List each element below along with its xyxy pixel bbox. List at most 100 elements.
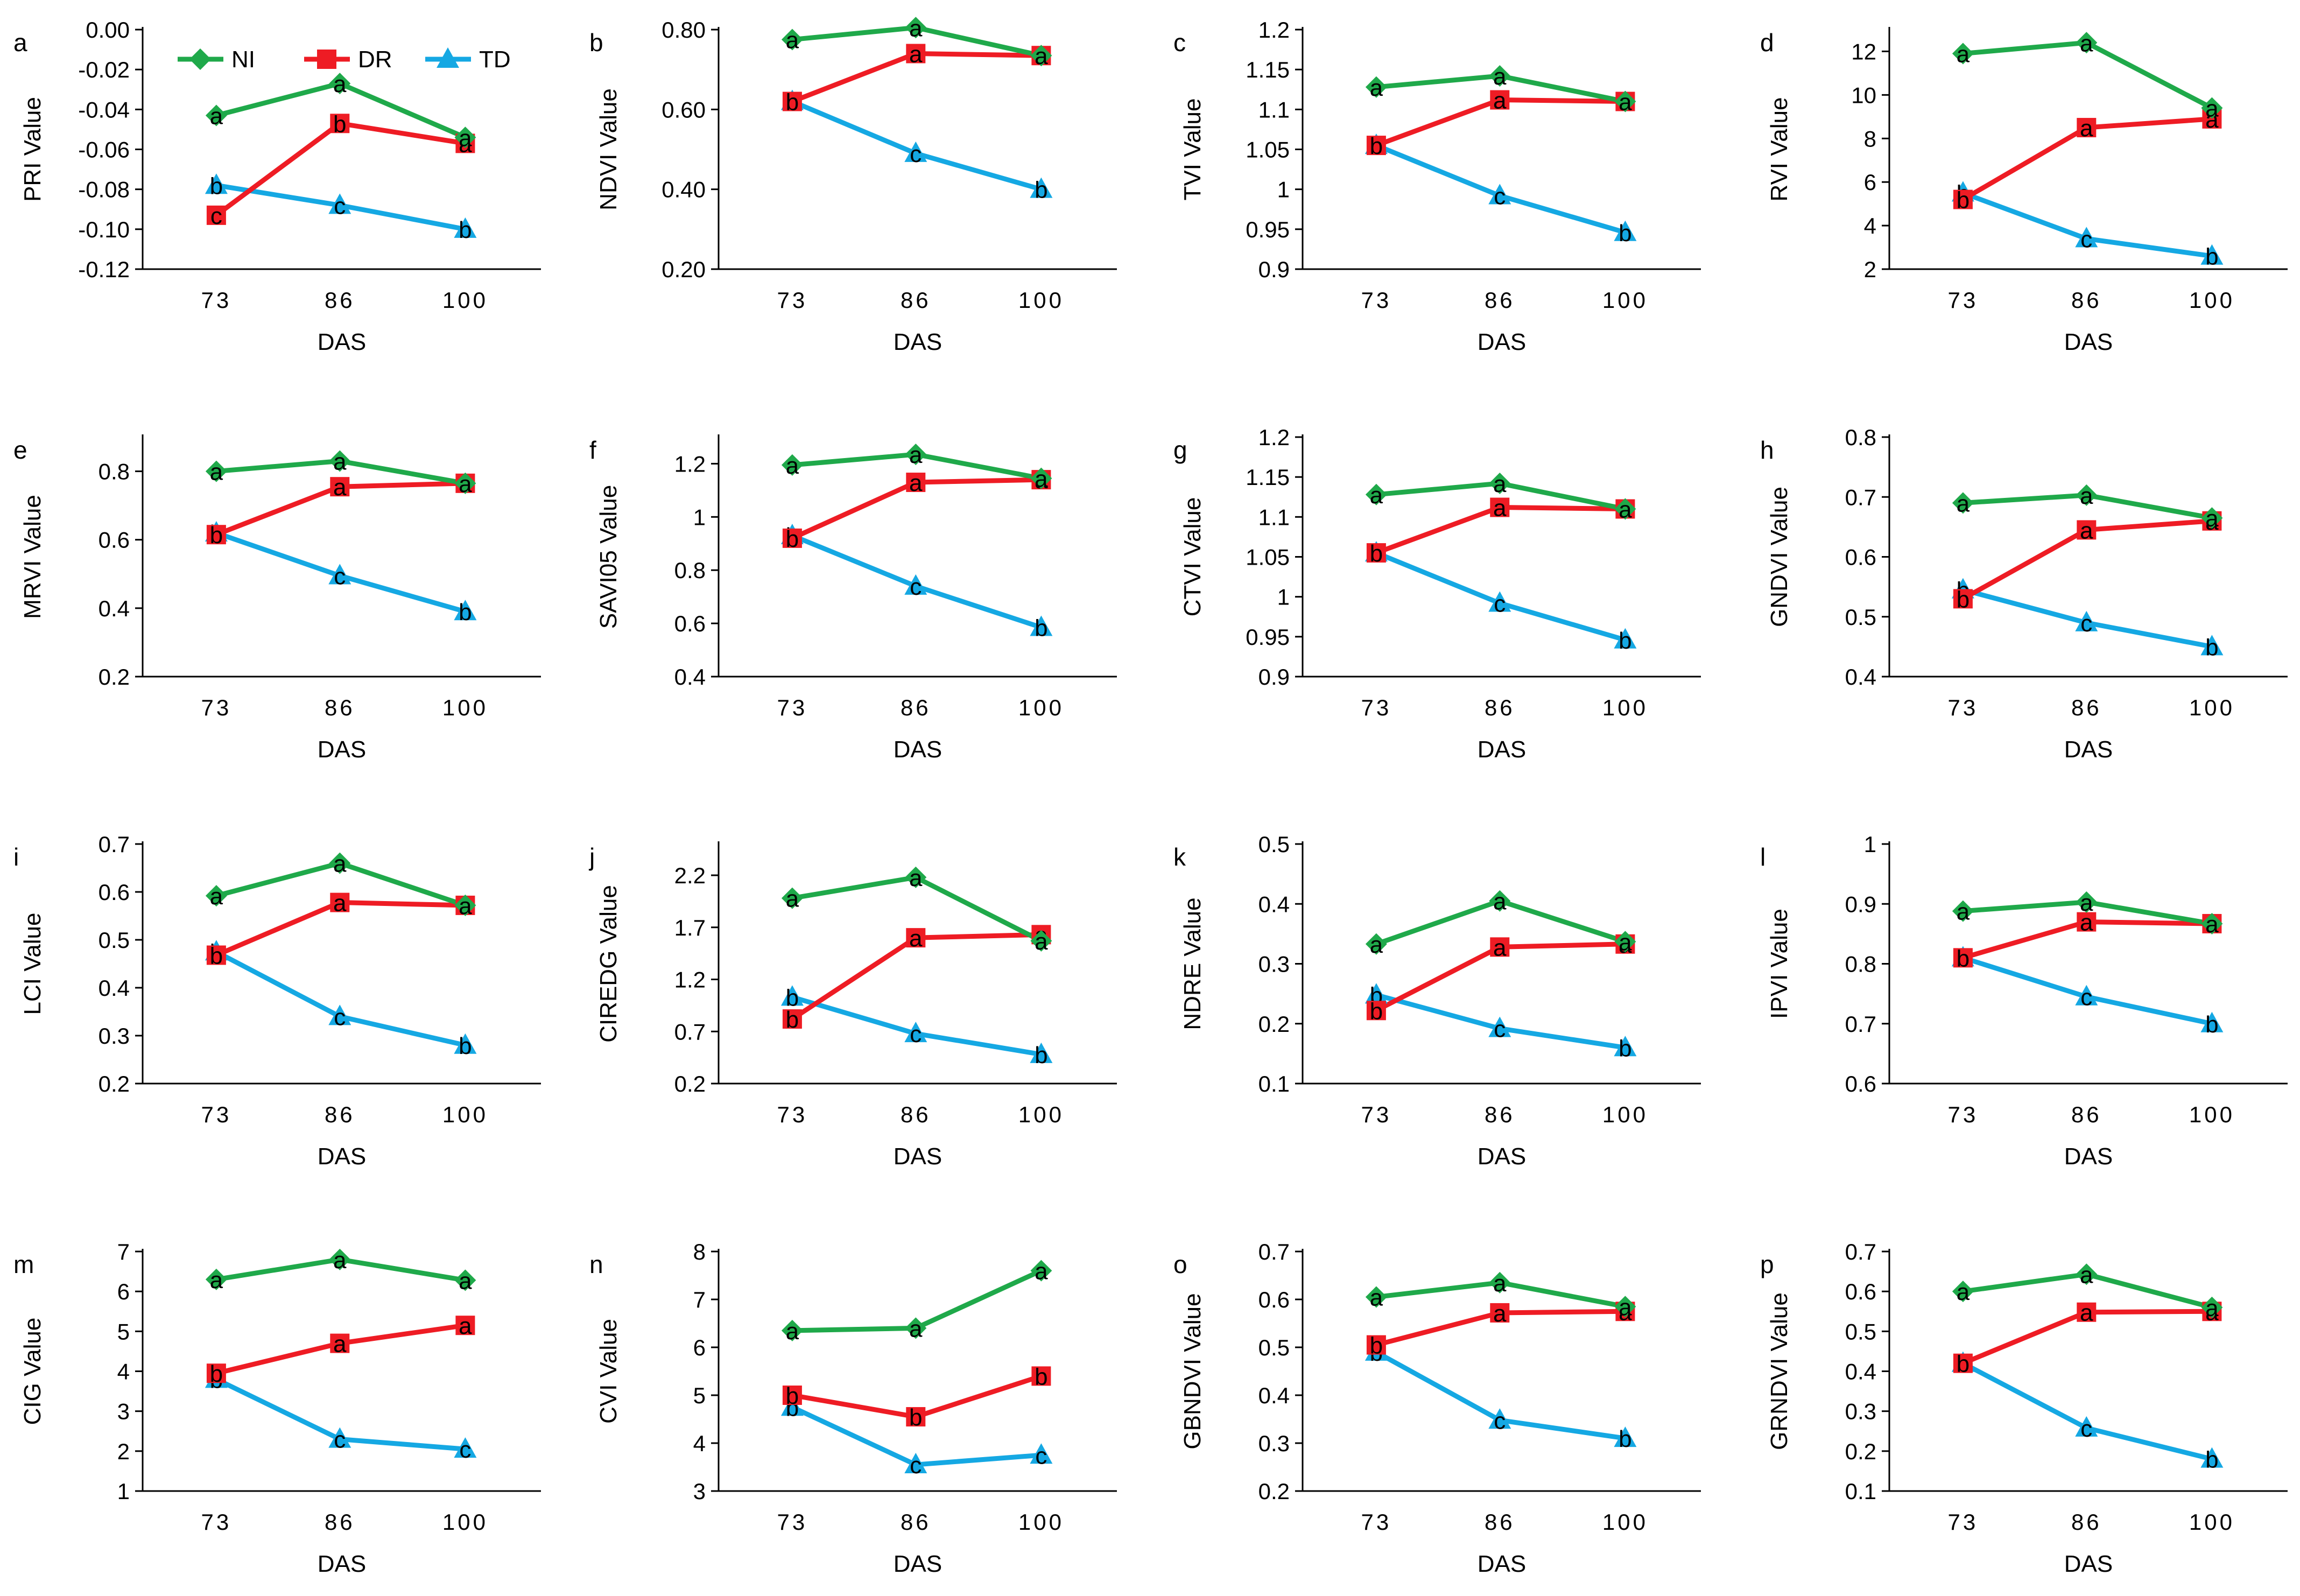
data-label-NI: a [333, 851, 347, 877]
y-tick-label: 4 [1864, 213, 1876, 238]
y-tick-label: 1.05 [1246, 545, 1290, 570]
y-tick-label: 0.7 [99, 832, 130, 857]
y-axis-title: RVI Value [1766, 97, 1792, 201]
y-tick-label: 0.4 [1258, 1383, 1290, 1408]
x-tick-label: 73 [201, 695, 232, 720]
data-label-DR: b [1957, 586, 1970, 613]
data-label-DR: a [909, 925, 923, 952]
data-label-DR: b [1370, 998, 1383, 1024]
y-tick-label: 3 [117, 1399, 130, 1424]
chart-panel-a: a 0.00 -0.02 -0.04 -0.06 -0.08 -0.10 -0.12 73 86 1… [13, 17, 541, 355]
y-tick-label: -0.02 [78, 57, 130, 82]
y-tick-label: 1 [693, 504, 706, 530]
data-point-NI [454, 472, 476, 494]
data-label-TD: b [459, 599, 472, 625]
data-label-DR: c [210, 203, 222, 229]
data-point-DR [1366, 1001, 1386, 1021]
y-tick-label: 0.4 [99, 975, 130, 1001]
data-point-TD [2200, 1011, 2224, 1032]
data-point-TD [205, 173, 228, 194]
y-tick-label: 0.2 [99, 664, 130, 690]
data-label-NI: a [909, 1316, 923, 1342]
data-label-TD: c [910, 1021, 922, 1047]
y-tick-label: 1 [1864, 832, 1876, 857]
y-tick-label: 0.2 [1258, 1479, 1290, 1504]
data-label-NI: a [786, 886, 799, 912]
data-label-NI: a [1370, 75, 1383, 101]
y-tick-label: 0.3 [99, 1023, 130, 1049]
x-axis-title: DAS [318, 329, 366, 355]
data-point-NI [905, 17, 927, 39]
x-tick-label: 100 [1018, 1509, 1064, 1535]
x-tick-label: 86 [1485, 1509, 1515, 1535]
x-tick-label: 100 [442, 287, 488, 313]
y-tick-label: 6 [693, 1335, 706, 1360]
data-label-NI: a [333, 449, 347, 475]
data-label-DR: a [2080, 517, 2093, 544]
x-tick-label: 73 [777, 1102, 808, 1127]
y-tick-label: 0.9 [1258, 664, 1290, 690]
x-tick-label: 86 [2071, 695, 2102, 720]
x-tick-label: 86 [1485, 1102, 1515, 1127]
data-label-NI: a [1619, 929, 1632, 955]
x-tick-label: 100 [1018, 1102, 1064, 1127]
data-label-NI: a [459, 471, 472, 497]
data-label-DR: b [333, 111, 346, 137]
panel-letter: f [589, 436, 596, 464]
data-point-NI [454, 126, 476, 149]
data-point-TD [1614, 220, 1637, 241]
data-point-DR [2077, 912, 2097, 932]
data-point-NI [905, 444, 927, 466]
x-tick-label: 100 [1018, 695, 1064, 720]
y-tick-label: 0.95 [1246, 624, 1290, 650]
data-label-DR: b [210, 1361, 223, 1387]
legend-label-NI: NI [231, 46, 255, 73]
y-axis-title: NDVI Value [595, 88, 622, 210]
y-axis-title: IPVI Value [1766, 909, 1792, 1019]
data-label-NI: a [1619, 89, 1632, 116]
x-tick-label: 86 [325, 1102, 355, 1127]
y-tick-label: 0.7 [674, 1019, 706, 1044]
data-label-TD: b [1035, 615, 1047, 642]
x-axis-title: DAS [2064, 1551, 2113, 1577]
panel-letter: g [1173, 436, 1187, 464]
x-tick-label: 100 [1602, 695, 1648, 720]
x-tick-label: 100 [2189, 1509, 2235, 1535]
data-point-NI [1614, 498, 1636, 520]
chart-panel-c: c 1.2 1.15 1.1 1.05 1 0.95 0.9 73 86 100 DAS TVI Val… [1173, 17, 1701, 355]
data-label-DR: a [2080, 910, 2093, 936]
data-label-DR: a [333, 1331, 347, 1358]
x-tick-label: 86 [325, 1509, 355, 1535]
data-point-TD [780, 1395, 804, 1416]
x-tick-label: 100 [442, 1509, 488, 1535]
data-label-DR: a [2080, 1300, 2093, 1326]
x-tick-label: 86 [2071, 1102, 2102, 1127]
data-label-NI: a [2080, 483, 2093, 509]
data-point-DR [206, 945, 226, 965]
y-tick-label: 0.5 [99, 927, 130, 953]
x-tick-label: 100 [442, 695, 488, 720]
data-point-TD [454, 217, 477, 238]
data-label-NI: a [2080, 30, 2093, 57]
data-label-TD: b [1619, 628, 1631, 654]
y-tick-label: 0.6 [1258, 1287, 1290, 1312]
legend-marker-NI [189, 48, 211, 70]
data-label-NI: a [1957, 1279, 1970, 1305]
data-point-NI [1365, 483, 1387, 505]
data-point-NI [1365, 933, 1387, 955]
y-tick-label: 0.4 [1845, 664, 1876, 690]
data-point-NI [1952, 900, 1974, 922]
chart-panel-j: j 2.2 1.7 1.2 0.7 0.2 73 86 100 DAS CIREDG Value b c… [588, 841, 1117, 1170]
y-tick-label: 0.3 [1845, 1399, 1876, 1424]
panel-letter: p [1760, 1250, 1774, 1278]
y-tick-label: 1 [1277, 585, 1290, 610]
data-label-NI: a [1493, 471, 1507, 497]
data-label-DR: b [1957, 187, 1970, 214]
data-label-TD: c [334, 563, 346, 589]
data-point-TD [2075, 1416, 2098, 1437]
data-point-DR [1490, 90, 1510, 110]
y-tick-label: 1.1 [1258, 97, 1290, 122]
data-point-NI [1030, 45, 1052, 67]
data-point-DR [1953, 189, 1973, 209]
